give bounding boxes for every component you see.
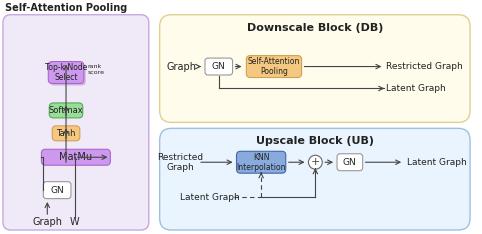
FancyBboxPatch shape (237, 151, 286, 173)
Text: +: + (311, 157, 320, 167)
Text: Graph: Graph (32, 217, 62, 227)
Text: GN: GN (212, 62, 226, 71)
FancyBboxPatch shape (41, 149, 110, 165)
Text: GN: GN (343, 158, 357, 167)
Text: GN: GN (50, 186, 64, 195)
Text: Upscale Block (UB): Upscale Block (UB) (256, 136, 374, 146)
FancyBboxPatch shape (50, 64, 86, 85)
Text: Downscale Block (DB): Downscale Block (DB) (247, 23, 383, 33)
Text: Tanh: Tanh (56, 129, 76, 138)
FancyBboxPatch shape (160, 15, 470, 122)
Circle shape (308, 155, 322, 169)
FancyBboxPatch shape (160, 128, 470, 230)
Text: Softmax: Softmax (49, 106, 83, 115)
FancyBboxPatch shape (52, 126, 80, 141)
Text: Graph: Graph (166, 62, 196, 72)
Text: KNN
Interpolation: KNN Interpolation (236, 153, 286, 172)
Text: Self-Attention Pooling: Self-Attention Pooling (5, 3, 127, 13)
Text: Restricted
Graph: Restricted Graph (157, 153, 203, 172)
FancyBboxPatch shape (246, 56, 302, 77)
Text: rank
score: rank score (88, 64, 105, 75)
Text: Latent Graph: Latent Graph (407, 158, 467, 167)
FancyBboxPatch shape (205, 58, 233, 75)
Text: Self-Attention
Pooling: Self-Attention Pooling (248, 57, 300, 76)
FancyBboxPatch shape (3, 15, 149, 230)
Text: Latent Graph: Latent Graph (386, 84, 446, 93)
Text: MatMu: MatMu (59, 152, 93, 162)
Text: W: W (70, 217, 80, 227)
Text: Restricted Graph: Restricted Graph (386, 62, 463, 71)
FancyBboxPatch shape (49, 103, 83, 118)
FancyBboxPatch shape (48, 62, 84, 84)
FancyBboxPatch shape (43, 182, 71, 199)
Text: Latent Graph: Latent Graph (180, 193, 240, 202)
FancyBboxPatch shape (337, 154, 362, 171)
Text: Top-k Node
Select: Top-k Node Select (45, 63, 87, 82)
